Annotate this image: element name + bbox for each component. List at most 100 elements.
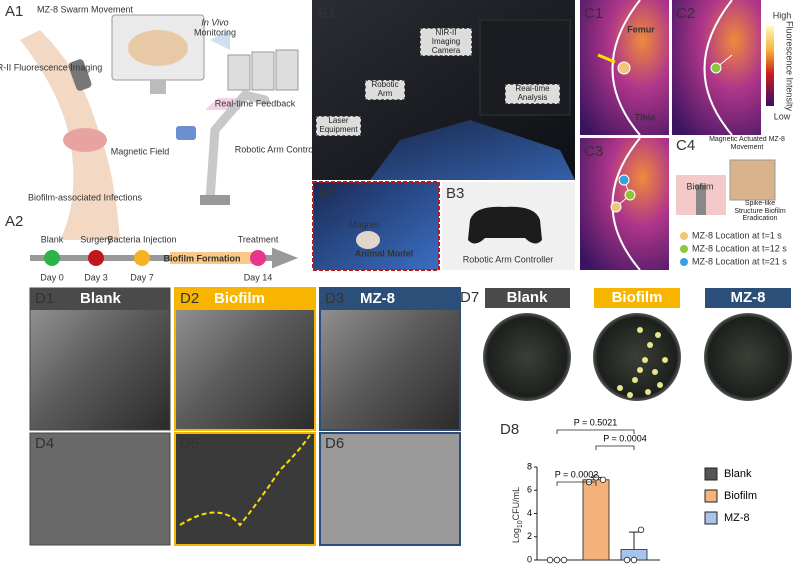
group-title: MZ-8 <box>731 289 766 306</box>
annotation: Biofilm-associated Infections <box>28 192 143 202</box>
panel-c4: C4 Magnetic Actuated MZ-8 Movement Biofi… <box>676 136 787 266</box>
p-value: P = 0.0004 <box>603 433 647 443</box>
annotation: In Vivo <box>201 17 228 27</box>
implant <box>696 185 706 215</box>
callout: NIR-II Imaging Camera <box>420 28 472 57</box>
y-label-part: Log <box>511 528 521 543</box>
caption: Spike-like Structure Biofilm Eradication <box>734 200 786 223</box>
annotation: Magnetic Field <box>111 146 170 156</box>
y-tick-label: 2 <box>527 531 532 541</box>
panel-label: D2 <box>180 290 199 307</box>
petri-dish <box>704 313 792 401</box>
annotation: MZ-8 Swarm Movement <box>37 4 134 14</box>
text-box: Magnetic Actuated MZ-8 Movement <box>709 136 785 151</box>
location-dot <box>710 62 722 74</box>
event-day: Day 14 <box>244 272 273 282</box>
panel-label: C3 <box>584 143 603 160</box>
header <box>594 288 680 308</box>
panel-label: D8 <box>500 421 519 438</box>
legend-swatch <box>704 511 718 525</box>
header <box>320 288 460 310</box>
annotation: Magnet <box>349 219 380 229</box>
legend-label: Biofilm <box>724 490 757 502</box>
legend-label: MZ-8 <box>724 512 750 524</box>
panel-b: B1 NIR-II Imaging Camera Robotic Arm Rea… <box>312 0 575 271</box>
knee-joint <box>63 128 107 152</box>
event-day: Day 7 <box>130 272 154 282</box>
header <box>705 288 791 308</box>
petri-dish <box>593 313 681 401</box>
photo <box>312 181 440 271</box>
panel-a1: A1 MZ-8 Swarm Movement NIR-II Fluorescen… <box>0 3 315 240</box>
callout: Real-time Analysis <box>505 84 560 104</box>
panel-d8: D8 Log10CFU/mL 0 2 4 6 8 Blank Biofilm MZ-8 P = … <box>500 417 757 564</box>
event-day: Day 3 <box>84 272 108 282</box>
event-name: Bacteria Injection <box>107 234 176 244</box>
data-point <box>623 556 631 564</box>
data-point <box>560 556 568 564</box>
significance-bracket <box>595 445 635 450</box>
y-label-unit: CFU/mL <box>511 487 521 521</box>
panel-title: Blank <box>80 290 122 307</box>
scale-label: High <box>773 10 792 20</box>
colorbar <box>766 26 774 106</box>
callout: Robotic Arm <box>365 80 405 100</box>
boundary-line <box>179 434 311 527</box>
annotation: Monitoring <box>194 27 236 37</box>
header <box>30 288 170 310</box>
panel-d7: D7 Blank Biofilm MZ-8 <box>460 288 792 401</box>
panel-label: C2 <box>676 5 695 22</box>
y-tick-label: 6 <box>527 485 532 495</box>
event-dot <box>88 250 104 266</box>
legend-marker <box>680 245 688 253</box>
panel-label: D1 <box>35 290 54 307</box>
data-point <box>637 526 645 533</box>
annotation: Animal Model <box>355 248 414 258</box>
data-point <box>546 556 554 564</box>
annotation: Real-time Feedback <box>215 98 296 108</box>
callout: Laser Equipment <box>316 116 361 136</box>
location-dot <box>624 189 636 201</box>
legend-marker <box>680 258 688 266</box>
location-dot <box>610 201 622 213</box>
y-tick-label: 4 <box>527 508 532 518</box>
text-box: Spike-like Structure Biofilm Eradication <box>734 200 786 223</box>
callout-text: NIR-II Imaging Camera <box>420 28 472 57</box>
scale-title: Fluorescence Intensity <box>785 21 795 112</box>
panel-a2: A2 Blank Surgery Bacteria Injection Trea… <box>5 213 299 282</box>
legend-label: MZ-8 Location at t=1 s <box>692 230 782 240</box>
data-point <box>599 476 607 483</box>
event-name: Surgery <box>80 234 112 244</box>
event-dot <box>44 250 60 266</box>
sem-image <box>319 287 461 431</box>
arrow <box>597 53 616 64</box>
panel-label: B2 <box>318 185 336 202</box>
callout-text: Real-time Analysis <box>505 84 560 104</box>
panel-label: C1 <box>584 5 603 22</box>
group-title: Blank <box>507 289 549 306</box>
p-value: P = 0.5021 <box>574 417 618 427</box>
panel-label: D7 <box>460 289 479 306</box>
screen <box>251 51 275 91</box>
annotation: NIR-II Fluorescence Imaging <box>0 62 102 72</box>
header <box>175 288 315 310</box>
annotation: Biofilm <box>686 181 713 191</box>
panel-title: Biofilm <box>214 290 265 307</box>
camera-icon <box>68 59 92 91</box>
arrow <box>210 30 230 50</box>
significance-bracket <box>556 481 597 486</box>
magnet <box>176 126 196 140</box>
legend-swatch <box>704 489 718 503</box>
annotation: Robotic Arm Control <box>235 144 316 154</box>
location-dot <box>618 174 630 186</box>
legend-marker <box>680 232 688 240</box>
header <box>485 288 570 308</box>
monitor-stand <box>150 80 166 94</box>
legend-label: MZ-8 Location at t=21 s <box>692 256 787 266</box>
sem-image <box>319 432 461 546</box>
data-point <box>592 474 600 481</box>
significance-bracket <box>556 429 635 434</box>
location-dot <box>617 61 631 75</box>
screen <box>227 54 251 91</box>
